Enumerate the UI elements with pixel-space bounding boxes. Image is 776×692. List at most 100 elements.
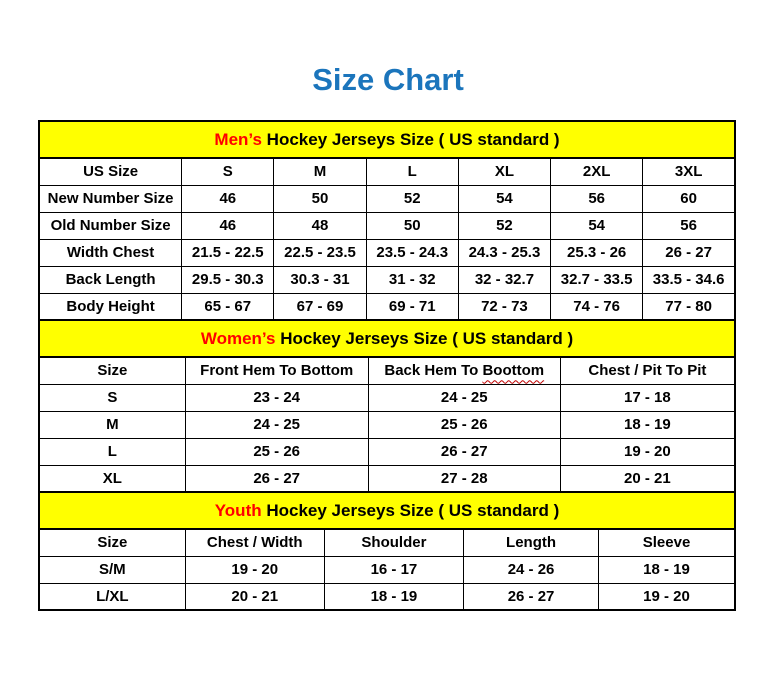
size-value: 22.5 - 23.5 [273,238,367,267]
womens-col-header: Back Hem To Boottom [367,356,561,385]
size-value: 29.5 - 30.3 [181,265,275,294]
row-label: S [38,383,186,412]
size-value: 26 - 27 [463,582,600,611]
size-value: 50 [365,211,459,240]
mens-col-header: XL [457,157,552,186]
size-value: 20 - 21 [559,464,736,493]
mens-col-header: US Size [38,157,183,186]
row-label: Width Chest [38,238,183,267]
mens-row: Width Chest 21.5 - 22.5 22.5 - 23.5 23.5 - … [38,238,736,267]
row-label: New Number Size [38,184,183,213]
row-label: M [38,410,186,439]
size-value: 21.5 - 22.5 [181,238,275,267]
youth-col-header: Sleeve [598,528,736,557]
row-label: Back Length [38,265,183,294]
size-value: 32 - 32.7 [457,265,552,294]
mens-col-header: 3XL [642,157,736,186]
banner-text: Hockey Jerseys Size ( US standard ) [261,500,560,520]
womens-col-header: Size [38,356,186,385]
tables-container: Men’s Hockey Jerseys Size ( US standard … [38,120,736,611]
size-value: 23.5 - 24.3 [365,238,459,267]
mens-row: New Number Size 46 50 52 54 56 60 [38,184,736,213]
size-value: 18 - 19 [598,555,736,584]
size-value: 50 [273,184,367,213]
row-label: S/M [38,555,186,584]
banner-highlight: Men’s [214,129,262,149]
size-value: 48 [273,211,367,240]
row-label: XL [38,464,186,493]
size-value: 18 - 19 [559,410,736,439]
size-value: 23 - 24 [184,383,369,412]
womens-col-header: Front Hem To Bottom [184,356,369,385]
size-value: 24.3 - 25.3 [457,238,552,267]
size-value: 24 - 25 [184,410,369,439]
mens-header-row: US Size S M L XL 2XL 3XL [38,157,736,186]
mens-row: Back Length 29.5 - 30.3 30.3 - 31 31 - 32 32… [38,265,736,294]
row-label: L/XL [38,582,186,611]
mens-row: Body Height 65 - 67 67 - 69 69 - 71 72 - 73 7… [38,292,736,321]
size-value: 25.3 - 26 [550,238,644,267]
size-value: 26 - 27 [367,437,561,466]
size-value: 24 - 26 [463,555,600,584]
size-value: 74 - 76 [550,292,644,321]
size-value: 19 - 20 [598,582,736,611]
womens-row: L 25 - 26 26 - 27 19 - 20 [38,437,736,466]
mens-row: Old Number Size 46 48 50 52 54 56 [38,211,736,240]
size-value: 20 - 21 [184,582,325,611]
youth-header-row: Size Chest / Width Shoulder Length Sleeve [38,528,736,557]
mens-col-header: S [181,157,275,186]
womens-row: S 23 - 24 24 - 25 17 - 18 [38,383,736,412]
size-value: 25 - 26 [184,437,369,466]
size-value: 67 - 69 [273,292,367,321]
womens-banner: Women’s Hockey Jerseys Size ( US standar… [38,319,736,358]
size-value: 25 - 26 [367,410,561,439]
size-value: 56 [642,211,736,240]
mens-col-header: 2XL [550,157,644,186]
mens-col-header: L [365,157,459,186]
mens-size-table: Men’s Hockey Jerseys Size ( US standard … [38,120,736,321]
row-label: L [38,437,186,466]
size-value: 27 - 28 [367,464,561,493]
size-value: 54 [457,184,552,213]
youth-size-table: Youth Hockey Jerseys Size ( US standard … [38,491,736,611]
row-label: Body Height [38,292,183,321]
size-value: 72 - 73 [457,292,552,321]
size-value: 32.7 - 33.5 [550,265,644,294]
size-value: 33.5 - 34.6 [642,265,736,294]
mens-col-header: M [273,157,367,186]
size-value: 54 [550,211,644,240]
size-value: 65 - 67 [181,292,275,321]
youth-col-header: Size [38,528,186,557]
size-value: 56 [550,184,644,213]
size-value: 46 [181,184,275,213]
size-value: 52 [457,211,552,240]
page-title: Size Chart [312,62,464,97]
womens-row: XL 26 - 27 27 - 28 20 - 21 [38,464,736,493]
size-value: 52 [365,184,459,213]
youth-row: L/XL 20 - 21 18 - 19 26 - 27 19 - 20 [38,582,736,611]
womens-col-header: Chest / Pit To Pit [559,356,736,385]
womens-row: M 24 - 25 25 - 26 18 - 19 [38,410,736,439]
banner-highlight: Women’s [200,328,276,348]
size-value: 60 [642,184,736,213]
size-value: 19 - 20 [559,437,736,466]
womens-header-row: Size Front Hem To Bottom Back Hem To Boott… [38,356,736,385]
banner-text: Hockey Jerseys Size ( US standard ) [275,328,574,348]
size-value: 26 - 27 [642,238,736,267]
mens-banner: Men’s Hockey Jerseys Size ( US standard … [38,120,736,159]
size-value: 31 - 32 [365,265,459,294]
size-value: 77 - 80 [642,292,736,321]
youth-col-header: Shoulder [323,528,465,557]
size-value: 46 [181,211,275,240]
womens-size-table: Women’s Hockey Jerseys Size ( US standar… [38,319,736,493]
size-value: 69 - 71 [365,292,459,321]
row-label: Old Number Size [38,211,183,240]
misspelled-word: Boottom [482,362,545,380]
size-value: 17 - 18 [559,383,736,412]
banner-highlight: Youth [214,500,262,520]
size-value: 26 - 27 [184,464,369,493]
youth-col-header: Chest / Width [184,528,325,557]
size-value: 18 - 19 [323,582,465,611]
youth-row: S/M 19 - 20 16 - 17 24 - 26 18 - 19 [38,555,736,584]
